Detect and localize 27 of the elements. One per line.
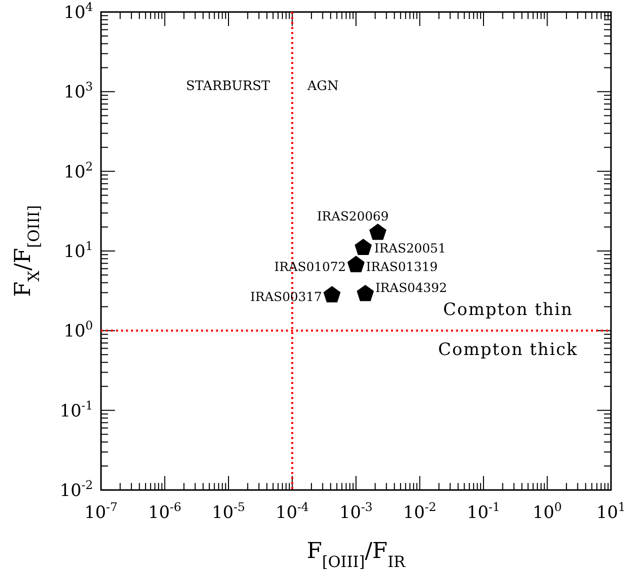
y-tick-label: 10$^{0}$ — [64, 318, 93, 342]
annotation: Compton thick — [438, 340, 578, 360]
y-tick-label: 10$^{-2}$ — [60, 478, 93, 501]
series-label: IRAS04392 — [375, 280, 448, 295]
x-tick-label: 10$^{-2}$ — [403, 500, 436, 523]
y-tick-label: 10$^{4}$ — [64, 0, 93, 23]
y-tick-label: 10$^{2}$ — [64, 159, 93, 182]
series-label: IRAS20051 — [374, 240, 446, 256]
series-label: IRAS20069 — [316, 208, 389, 224]
series-label: IRAS01072 — [274, 258, 346, 274]
x-tick-label: 10$^{-5}$ — [212, 500, 246, 523]
y-tick-label: 10$^{1}$ — [64, 239, 93, 262]
x-tick-label: 10$^{-1}$ — [466, 500, 500, 523]
annotation: AGN — [306, 79, 339, 94]
x-axis-title: F$_{[OIII]}$/F$_{IR}$ — [306, 539, 406, 571]
annotation: STARBURST — [186, 79, 270, 94]
y-tick-label: 10$^{-1}$ — [60, 398, 93, 422]
x-tick-label: 10$^{-3}$ — [339, 500, 373, 523]
y-tick-label: 10$^{3}$ — [64, 80, 93, 103]
annotation: Compton thin — [443, 300, 573, 320]
x-tick-label: 10$^{-6}$ — [148, 500, 182, 523]
x-tick-label: 10$^{-4}$ — [276, 500, 309, 523]
x-tick-label: 10$^{-7}$ — [84, 500, 118, 523]
x-tick-label: 10$^{1}$ — [596, 500, 626, 523]
x-tick-label: 10$^{0}$ — [532, 500, 562, 523]
series-label: IRAS00317 — [250, 289, 322, 304]
series-label: IRAS01319 — [366, 258, 438, 274]
